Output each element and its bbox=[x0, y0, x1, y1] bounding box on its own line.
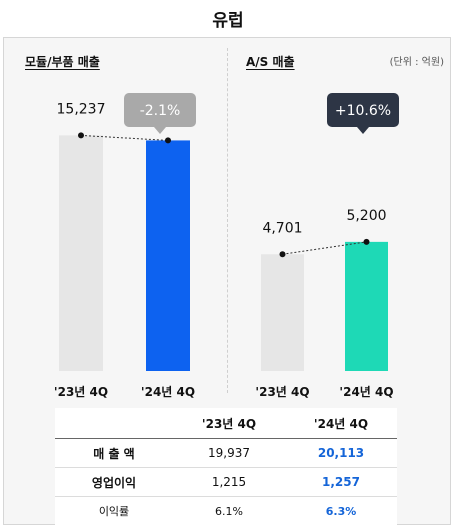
change-badge-pointer-modules bbox=[154, 127, 166, 134]
row-curr-value: 6.3% bbox=[325, 504, 357, 518]
change-badge-text-as: +10.6% bbox=[335, 103, 391, 119]
table-row-revenue: 매 출 액 19,937 20,113 bbox=[55, 439, 397, 468]
unit-note: (단위 : 억원) bbox=[389, 57, 444, 68]
row-curr-value: 20,113 bbox=[317, 446, 365, 460]
table-header-curr: '24년 4Q bbox=[313, 416, 369, 431]
category-label-as-0: '23년 4Q bbox=[255, 385, 309, 399]
panel-divider bbox=[227, 48, 228, 393]
row-label: 이익률 bbox=[98, 505, 130, 518]
table-row-margin: 이익률 6.1% 6.3% bbox=[55, 497, 397, 525]
value-label-modules-0: 15,237 bbox=[57, 101, 106, 117]
change-badge-pointer-as bbox=[357, 127, 369, 134]
modules-chart-title: 모듈/부품 매출 bbox=[25, 55, 100, 69]
page-title: 유럽 bbox=[212, 11, 244, 31]
bar-modules-1 bbox=[146, 140, 190, 371]
row-curr-value: 1,257 bbox=[322, 475, 360, 489]
category-label-modules-0: '23년 4Q bbox=[54, 385, 108, 399]
row-label: 영업이익 bbox=[91, 475, 137, 490]
value-label-as-0: 4,701 bbox=[262, 220, 302, 236]
change-badge-as bbox=[327, 93, 399, 127]
row-prev-value: 6.1% bbox=[215, 504, 243, 518]
as-chart-title: A/S 매출 bbox=[246, 55, 295, 69]
change-badge-text-modules: -2.1% bbox=[140, 103, 181, 119]
table-header-row: '23년 4Q '24년 4Q bbox=[55, 408, 397, 439]
bar-modules-0 bbox=[59, 135, 103, 371]
trend-line-modules bbox=[80, 134, 169, 141]
trend-point-modules-0 bbox=[78, 132, 84, 139]
category-label-as-1: '24년 4Q bbox=[339, 385, 393, 399]
table-row-operating-profit: 영업이익 1,215 1,257 bbox=[55, 468, 397, 497]
trend-point-modules-1 bbox=[165, 137, 171, 144]
value-label-as-1: 5,200 bbox=[346, 208, 386, 224]
row-label: 매 출 액 bbox=[93, 446, 135, 461]
change-badge-modules bbox=[124, 93, 196, 127]
bar-as-1 bbox=[345, 241, 388, 371]
row-prev-value: 1,215 bbox=[211, 475, 247, 489]
bar-as-0 bbox=[261, 254, 304, 371]
table-header-prev: '23년 4Q bbox=[201, 416, 257, 431]
trend-point-as-0 bbox=[279, 251, 286, 258]
trend-point-as-1 bbox=[363, 238, 370, 245]
summary-table: '23년 4Q '24년 4Q 매 출 액 19,937 20,113 영업이익… bbox=[55, 408, 397, 525]
row-prev-value: 19,937 bbox=[208, 446, 250, 460]
category-label-modules-1: '24년 4Q bbox=[141, 385, 195, 399]
